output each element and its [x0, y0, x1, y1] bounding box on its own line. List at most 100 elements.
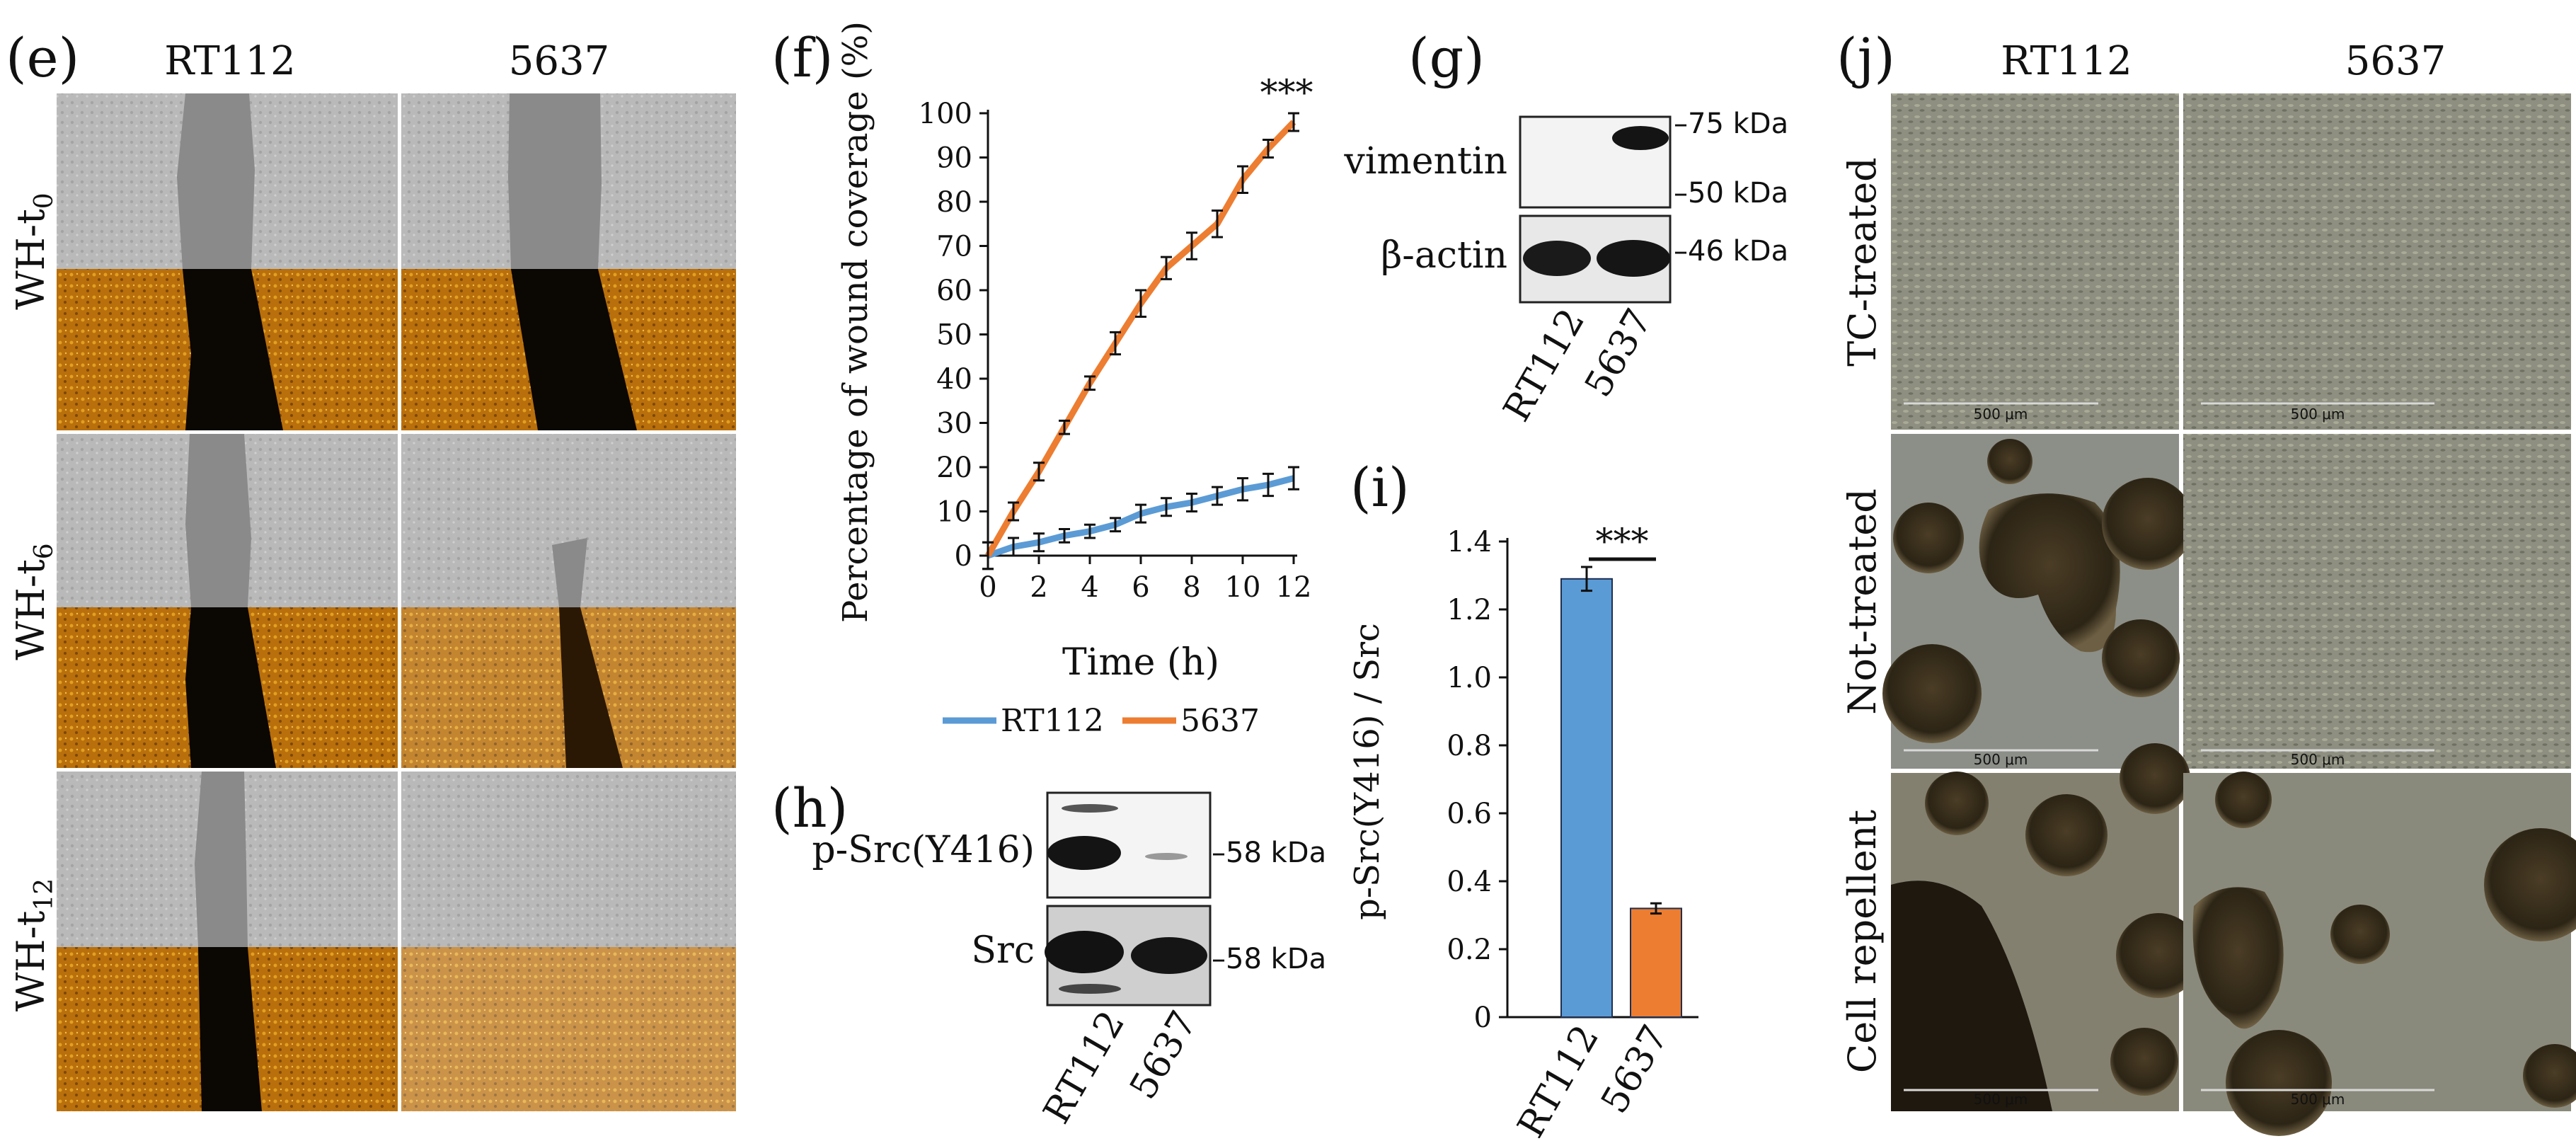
- scale-bar-label-4: 500 μm: [2291, 751, 2345, 768]
- panel-f-significance: ***: [1260, 72, 1313, 113]
- panel-i-ylabel: p-Src(Y416) / Src: [1347, 623, 1387, 920]
- panel-h-lane-5637: 5637: [1122, 1004, 1205, 1107]
- panel-f-legend: RT112 5637: [943, 703, 1260, 739]
- panel-h: (h) p-Src(Y416) Src –58 kDa –58 kDa RT11…: [771, 776, 1326, 1131]
- panel-i-ytick-label: 0.2: [1447, 934, 1492, 966]
- panel-j-col-rt112: RT112: [2001, 38, 2132, 84]
- panel-f-label: (f): [771, 26, 833, 89]
- panel-f-series: [982, 112, 1299, 570]
- panel-i-ytick-label: 1.2: [1447, 594, 1492, 626]
- j-image-rt112-tc: [1891, 93, 2179, 430]
- psrc-band-5637: [1145, 853, 1188, 860]
- panel-i-ytick-label: 0.6: [1447, 798, 1492, 830]
- src-marker: –58 kDa: [1212, 943, 1326, 975]
- panel-f-xtick-label: 12: [1276, 571, 1312, 604]
- j-image-5637-not: [2183, 434, 2571, 769]
- panel-i: (i) p-Src(Y416) / Src 0 0.2 0.4 0.6 0.8 1.0 1.…: [1347, 456, 1698, 1141]
- wound-image-rt112-t6: [57, 434, 398, 768]
- marker-50kda: –50 kDa: [1674, 177, 1788, 210]
- panel-e-row-t6: WH-t6: [8, 543, 59, 660]
- panel-f-ytick-label: 100: [919, 98, 972, 130]
- panel-f-ytick-label: 40: [936, 363, 972, 396]
- panel-f-ytick-label: 0: [955, 540, 972, 573]
- panel-f-xlabel: Time (h): [1062, 641, 1219, 684]
- panel-g-lane-5637: 5637: [1577, 302, 1660, 405]
- scale-bar-label-2: 500 μm: [2291, 406, 2345, 423]
- panel-f-ytick-label: 10: [936, 496, 972, 529]
- spheroid-micrograph-grid: [1882, 93, 2576, 1136]
- panel-f-xtick-label: 2: [1030, 571, 1047, 604]
- panel-h-label: (h): [771, 776, 848, 839]
- scale-bars: 500 μm 500 μm 500 μm 500 μm 500 μm 500 μ…: [1904, 402, 2434, 1108]
- psrc-label: p-Src(Y416): [812, 829, 1035, 871]
- panel-f-xtick-label: 6: [1132, 571, 1149, 604]
- panel-i-ytick-label: 1.4: [1447, 526, 1492, 558]
- panel-f-xtick-label: 10: [1225, 571, 1261, 604]
- src-label: Src: [971, 929, 1035, 972]
- legend-rt112-label: RT112: [1001, 703, 1104, 739]
- j-image-5637-repellent: [2183, 772, 2576, 1136]
- j-image-rt112-repellent: [1891, 743, 2201, 1111]
- panel-j-row-not: Not-treated: [1840, 488, 1885, 715]
- wound-micrograph-grid: [57, 93, 736, 1111]
- panel-f-ytick-label: 20: [936, 452, 972, 484]
- panel-e-label: (e): [6, 26, 79, 89]
- panel-i-significance: ***: [1596, 521, 1649, 562]
- panel-e-col-5637: 5637: [509, 38, 610, 84]
- panel-f-ylabel: Percentage of wound coverage (%): [836, 21, 875, 623]
- j-image-rt112-not: [1882, 434, 2194, 769]
- scale-bar-label-1: 500 μm: [1974, 406, 2028, 423]
- panel-f-ytick-label: 80: [936, 186, 972, 219]
- wound-image-rt112-t12: [57, 772, 398, 1111]
- panel-g: (g) vimentin β-actin –75 kDa –50 kDa –46…: [1343, 26, 1788, 429]
- panel-f-axes: 0 10 20 30 40 50 60 70 80 90 100 0 2 4 6 8 10 12: [919, 98, 1312, 604]
- panel-f: (f) Percentage of wound coverage (%) Tim…: [771, 21, 1313, 739]
- scale-bar-label-3: 500 μm: [1974, 751, 2028, 768]
- scale-bar-label-5: 500 μm: [1974, 1091, 2028, 1108]
- panel-f-xtick-label: 4: [1081, 571, 1098, 604]
- panel-e-col-rt112: RT112: [164, 38, 295, 84]
- panel-j-row-repellent: Cell repellent: [1840, 810, 1885, 1074]
- marker-46kda: –46 kDa: [1674, 235, 1788, 268]
- vimentin-band-5637: [1612, 126, 1669, 150]
- vimentin-blot: [1519, 115, 1672, 209]
- panel-e-row-t0: WH-t0: [8, 193, 59, 309]
- legend-5637-label: 5637: [1180, 703, 1260, 739]
- panel-e-row-t12: WH-t12: [8, 878, 59, 1011]
- panel-i-ytick-label: 0: [1474, 1002, 1492, 1034]
- panel-g-lane-rt112: RT112: [1495, 302, 1593, 429]
- psrc-marker: –58 kDa: [1212, 837, 1326, 869]
- panel-i-ytick-label: 1.0: [1447, 662, 1492, 694]
- panel-f-ytick-label: 70: [936, 231, 972, 263]
- src-band-rt112: [1045, 931, 1124, 973]
- panel-i-ytick-label: 0.4: [1447, 866, 1492, 898]
- panel-f-ytick-label: 50: [936, 319, 972, 352]
- marker-75kda: –75 kDa: [1674, 108, 1788, 140]
- bar-RT112: [1560, 578, 1613, 1018]
- panel-f-ytick-label: 30: [936, 408, 972, 440]
- panel-g-label: (g): [1408, 26, 1485, 89]
- src-band-5637: [1131, 937, 1207, 974]
- bar-5637: [1630, 907, 1682, 1019]
- panel-j-col-5637: 5637: [2345, 38, 2446, 84]
- j-image-5637-tc: [2183, 93, 2571, 430]
- actin-band-5637: [1597, 240, 1670, 277]
- bar-category-label: RT112: [1510, 1019, 1607, 1139]
- panel-f-ytick-label: 90: [936, 142, 972, 175]
- bar-category-label: 5637: [1593, 1019, 1677, 1121]
- panel-j: (j) RT112 5637: [1836, 26, 2576, 1136]
- panel-i-axes: 0 0.2 0.4 0.6 0.8 1.0 1.2 1.4: [1447, 526, 1698, 1034]
- actin-band-rt112: [1523, 241, 1591, 276]
- panel-j-label: (j): [1836, 26, 1895, 89]
- actin-label: β-actin: [1381, 234, 1507, 277]
- panel-f-xtick-label: 0: [979, 571, 996, 604]
- panel-f-ytick-label: 60: [936, 275, 972, 307]
- panel-i-ytick-label: 0.8: [1447, 730, 1492, 762]
- panel-j-row-tc: TC-treated: [1840, 157, 1885, 366]
- wound-image-rt112-t0: [57, 93, 398, 430]
- wound-image-5637-t12: [401, 772, 736, 1111]
- vimentin-label: vimentin: [1343, 140, 1507, 183]
- panel-i-label: (i): [1350, 456, 1410, 519]
